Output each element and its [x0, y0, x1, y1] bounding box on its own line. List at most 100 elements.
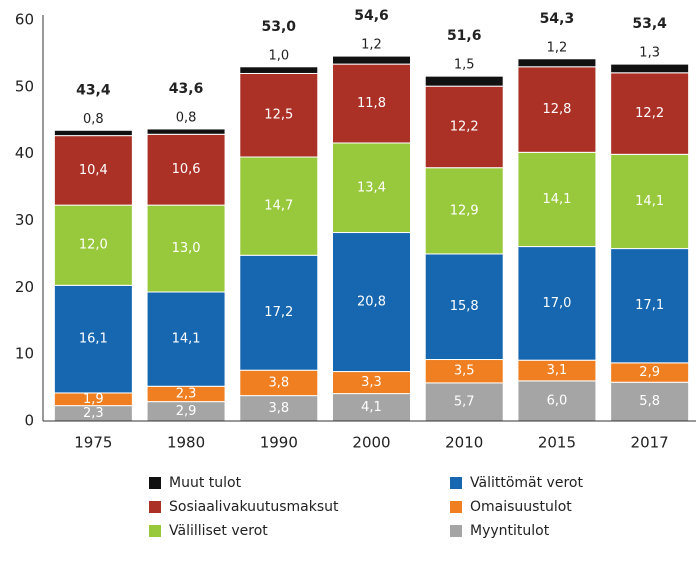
total-label: 43,4 [76, 82, 111, 98]
value-label: 20,8 [357, 295, 386, 310]
bar-segment [332, 63, 411, 144]
x-tick-label: 1980 [167, 434, 205, 452]
bar-segment [424, 75, 504, 87]
bar-segment [239, 395, 319, 422]
bar-segment [332, 232, 411, 373]
value-label: 11,8 [357, 96, 386, 111]
legend-label: Myyntitulot [470, 523, 550, 539]
value-label: 1,2 [361, 38, 382, 53]
value-label: 12,0 [79, 238, 108, 253]
value-label: 5,7 [454, 394, 475, 409]
bar-segment [424, 85, 504, 169]
total-label: 53,4 [632, 16, 667, 32]
y-tick-label: 0 [24, 412, 34, 430]
y-tick-label: 20 [15, 278, 34, 296]
value-label: 12,8 [542, 102, 571, 117]
value-label: 13,0 [172, 241, 201, 256]
legend-swatch [149, 477, 161, 489]
bar-segment [239, 156, 319, 256]
value-label: 2,3 [176, 386, 197, 401]
legend-label: Muut tulot [169, 475, 242, 491]
bar-segment [517, 151, 597, 248]
legend-label: Omaisuustulot [470, 499, 572, 515]
bar-segment [239, 72, 319, 158]
bar-segment [424, 253, 504, 361]
value-label: 0,8 [83, 112, 104, 127]
value-label: 13,4 [357, 180, 386, 195]
total-label: 53,0 [262, 19, 297, 35]
value-label: 0,8 [176, 110, 197, 125]
bar-segment [517, 58, 597, 68]
value-label: 10,6 [172, 162, 201, 177]
total-label: 51,6 [447, 28, 482, 44]
bar-segment [53, 135, 133, 206]
bar-segment [146, 133, 226, 206]
x-tick-label: 1990 [260, 434, 298, 452]
legend-swatch [450, 525, 462, 537]
x-tick-label: 2010 [445, 434, 483, 452]
value-label: 2,3 [83, 406, 104, 421]
bar-segment [332, 393, 411, 422]
y-tick-label: 50 [15, 77, 34, 95]
y-tick-label: 60 [15, 11, 34, 29]
bar-segment [610, 153, 690, 250]
legend-label: Sosiaalivakuutusmaksut [169, 499, 339, 515]
value-label: 2,9 [639, 365, 660, 380]
value-label: 16,1 [79, 332, 108, 347]
value-label: 4,1 [361, 400, 382, 415]
bar-segment [53, 129, 133, 137]
value-label: 15,8 [450, 299, 479, 314]
bar-segment [332, 55, 411, 65]
legend-label: Välilliset verot [169, 523, 268, 539]
bar-segment [332, 142, 411, 234]
bar-segment [610, 381, 690, 422]
value-label: 12,5 [264, 108, 293, 123]
value-label: 14,1 [635, 194, 664, 209]
x-tick-label: 2000 [352, 434, 390, 452]
value-label: 14,1 [542, 192, 571, 207]
total-label: 54,3 [540, 11, 575, 27]
value-label: 1,5 [454, 58, 475, 73]
value-label: 3,1 [547, 363, 568, 378]
value-label: 12,2 [635, 106, 664, 121]
bar-segment [53, 204, 133, 286]
y-tick-label: 30 [15, 211, 34, 229]
value-label: 5,8 [639, 394, 660, 409]
value-label: 1,3 [639, 46, 660, 61]
value-label: 3,3 [361, 375, 382, 390]
bar-segment [239, 369, 319, 397]
value-label: 17,0 [542, 296, 571, 311]
y-tick-label: 40 [15, 144, 34, 162]
total-label: 54,6 [354, 8, 389, 24]
value-label: 12,9 [450, 203, 479, 218]
value-label: 14,1 [172, 332, 201, 347]
value-label: 14,7 [264, 199, 293, 214]
value-label: 1,0 [268, 48, 289, 63]
value-label: 1,9 [83, 392, 104, 407]
value-label: 6,0 [547, 393, 568, 408]
legend-swatch [149, 501, 161, 513]
bar-segment [610, 63, 690, 74]
x-tick-label: 2017 [631, 434, 669, 452]
bar-segment [517, 246, 597, 361]
y-tick-label: 10 [15, 345, 34, 363]
value-label: 17,2 [264, 305, 293, 320]
legend-swatch [450, 477, 462, 489]
bar-segment [424, 167, 504, 255]
bar-segment [610, 72, 690, 155]
value-label: 17,1 [635, 298, 664, 313]
x-tick-label: 1975 [74, 434, 112, 452]
legend-swatch [450, 501, 462, 513]
value-label: 3,8 [268, 401, 289, 416]
bar-segment [53, 284, 133, 394]
x-tick-label: 2015 [538, 434, 576, 452]
value-label: 3,8 [268, 375, 289, 390]
legend-swatch [149, 525, 161, 537]
total-label: 43,6 [169, 81, 204, 97]
bar-segment [239, 66, 319, 74]
bar-segment [517, 66, 597, 153]
bar-segment [146, 128, 226, 135]
value-label: 2,9 [176, 404, 197, 419]
bar-segment [610, 248, 690, 364]
